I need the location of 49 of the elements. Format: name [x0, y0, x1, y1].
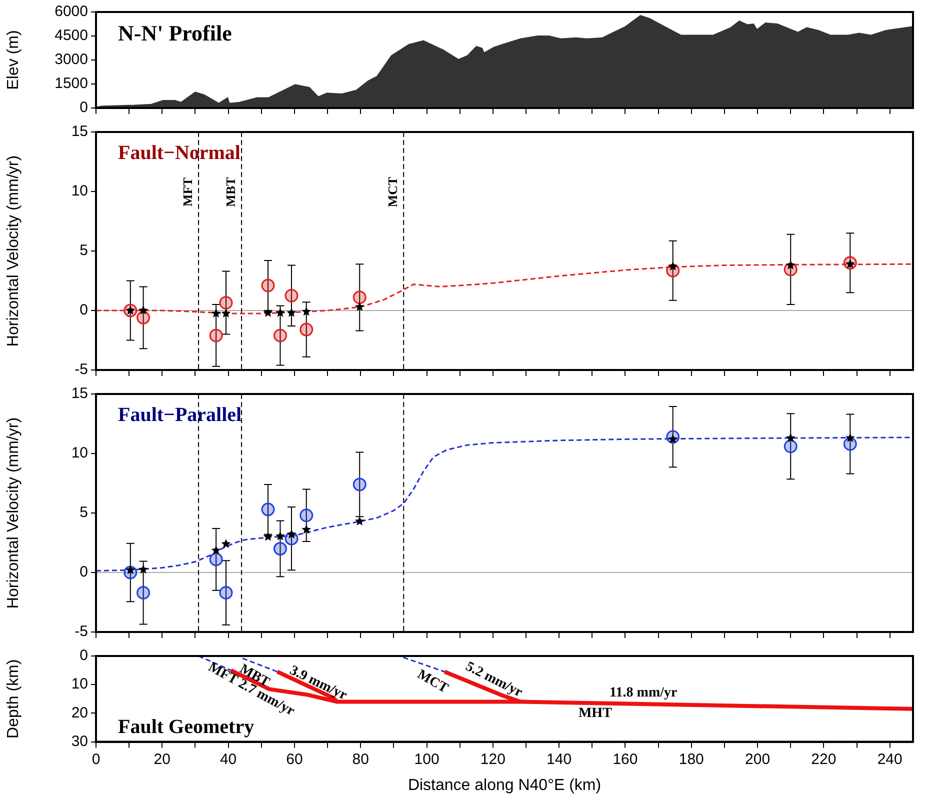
- y-tick-label: -5: [74, 623, 88, 640]
- y-tick-label: 20: [71, 704, 88, 722]
- y-axis-title: Elev (m): [5, 30, 22, 90]
- x-tick-label: 160: [612, 750, 638, 768]
- y-tick-label: 3000: [54, 51, 88, 68]
- y-tick-label: 30: [71, 732, 88, 750]
- chart-title: N-N' Profile: [118, 20, 232, 46]
- y-axis-title: Horizontal Velocity (mm/yr): [5, 155, 22, 347]
- y-tick-label: 15: [71, 123, 88, 140]
- text: Fault−Parallel: [118, 404, 242, 426]
- x-tick-label: 220: [811, 750, 836, 768]
- y-tick-label: 10: [71, 444, 88, 462]
- x-tick-label: 180: [678, 750, 704, 768]
- y-tick-label: 0: [80, 99, 88, 116]
- ref-line-label: MBT: [222, 176, 238, 207]
- y-axis-title: Horizontal Velocity (mm/yr): [5, 417, 22, 609]
- ref-line-label: MCT: [384, 176, 400, 208]
- x-tick-label: 140: [546, 750, 572, 768]
- y-tick-label: 5: [80, 242, 88, 260]
- y-tick-label: 4500: [54, 27, 88, 44]
- x-tick-label: 20: [154, 750, 170, 768]
- y-tick-label: 0: [80, 647, 88, 664]
- y-tick-label: 0: [80, 564, 88, 581]
- y-tick-label: 6000: [54, 3, 88, 20]
- x-tick-label: 120: [480, 750, 506, 768]
- y-tick-label: 0: [80, 302, 88, 319]
- y-tick-label: 10: [71, 182, 88, 200]
- y-tick-label: 1500: [54, 75, 88, 92]
- x-tick-label: 40: [220, 750, 237, 768]
- y-tick-label: -5: [74, 361, 88, 378]
- x-tick-label: 60: [286, 750, 303, 768]
- y-axis-title: Depth (km): [5, 659, 22, 738]
- annotation: 5.2 mm/yr: [463, 659, 525, 700]
- annotation: 11.8 mm/yr: [610, 686, 678, 701]
- y-tick-label: 10: [71, 676, 88, 693]
- x-tick-label: 240: [877, 750, 902, 768]
- y-tick-label: 15: [71, 385, 88, 402]
- text: Fault Geometry: [118, 716, 254, 738]
- y-tick-label: 5: [80, 504, 88, 522]
- text: Fault−Normal: [118, 142, 241, 164]
- x-tick-label: 0: [92, 750, 100, 768]
- ref-line-label: MFT: [180, 177, 195, 206]
- annotation: MCT: [414, 667, 452, 697]
- annotation: 3.9 mm/yr: [287, 663, 350, 704]
- x-tick-label: 200: [745, 750, 770, 768]
- x-tick-label: 80: [352, 750, 369, 768]
- annotation: MHT: [578, 706, 613, 721]
- x-axis-title: Distance along N40°E (km): [408, 776, 602, 794]
- x-tick-label: 100: [414, 750, 440, 768]
